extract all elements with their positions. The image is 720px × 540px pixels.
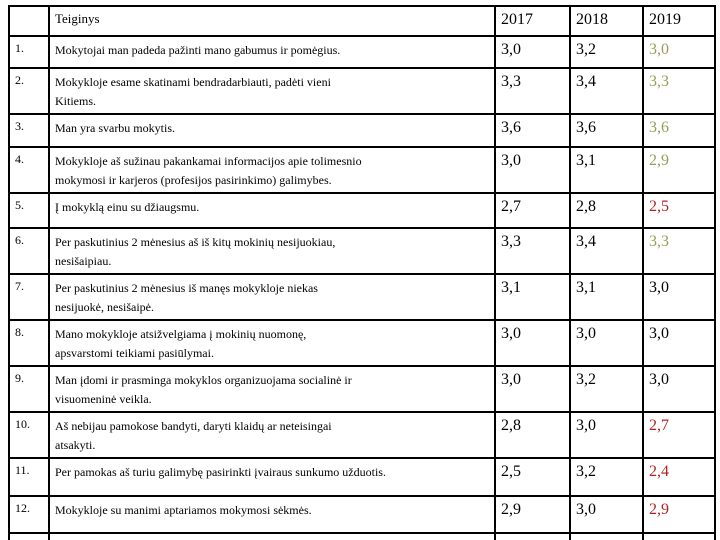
value-2019: 2,8 — [642, 532, 716, 540]
value-2018: 3,2 — [569, 35, 644, 69]
value-2017: 2,5 — [494, 457, 571, 497]
statement-cell: Aš nebijau pamokose bandyti, daryti klai… — [48, 411, 496, 459]
value-2017: 3,0 — [494, 365, 571, 413]
table-row: 3. Man yra svarbu mokytis. 3,6 3,6 3,6 — [8, 113, 716, 148]
table-row: 7. Per paskutinius 2 mėnesius iš manęs m… — [8, 273, 716, 321]
row-number: 4. — [8, 146, 50, 194]
value-2019: 3,6 — [642, 113, 716, 148]
statement-cell: Man yra svarbu mokytis. — [48, 113, 496, 148]
row-number: 9. — [8, 365, 50, 413]
statement-cell: Mano mokykloje atsižvelgiama į mokinių n… — [48, 319, 496, 367]
value-2019: 3,3 — [642, 67, 716, 115]
row-number: 11. — [8, 457, 50, 497]
statement-cell: Mokytojai man padeda pažinti mano gabumu… — [48, 35, 496, 69]
value-2018: 3,2 — [569, 457, 644, 497]
row-number: 6. — [8, 227, 50, 275]
value-2019: 3,3 — [642, 227, 716, 275]
row-number: 3. — [8, 113, 50, 148]
row-number: 1. — [8, 35, 50, 69]
value-2017: 3,0 — [494, 319, 571, 367]
value-2018: 3,6 — [569, 113, 644, 148]
row-number: 8. — [8, 319, 50, 367]
table-row: 11. Per pamokas aš turiu galimybę pasiri… — [8, 457, 716, 497]
table-row: 13. Su mokytoju planuojame mano mokymosi… — [8, 532, 716, 540]
header-statement: Teiginys — [48, 5, 496, 37]
row-number: 10. — [8, 411, 50, 459]
value-2018: 3,1 — [569, 146, 644, 194]
value-2017: 2,8 — [494, 411, 571, 459]
row-number: 5. — [8, 192, 50, 229]
value-2018: 2,8 — [569, 192, 644, 229]
value-2018: 3,0 — [569, 495, 644, 534]
table-row: 8. Mano mokykloje atsižvelgiama į mokini… — [8, 319, 716, 367]
value-2019: 3,0 — [642, 365, 716, 413]
row-number: 12. — [8, 495, 50, 534]
value-2017: 3,3 — [494, 227, 571, 275]
table-row: 2. Mokykloje esame skatinami bendradarbi… — [8, 67, 716, 115]
table-row: 1. Mokytojai man padeda pažinti mano gab… — [8, 35, 716, 69]
statement-cell: Man įdomi ir prasminga mokyklos organizu… — [48, 365, 496, 413]
table-row: 10. Aš nebijau pamokose bandyti, daryti … — [8, 411, 716, 459]
value-2019: 3,0 — [642, 273, 716, 321]
value-2019: 3,0 — [642, 319, 716, 367]
table-row: 5. Į mokyklą einu su džiaugsmu. 2,7 2,8 … — [8, 192, 716, 229]
value-2019: 2,5 — [642, 192, 716, 229]
value-2017: 2,9 — [494, 495, 571, 534]
value-2017: 3,0 — [494, 146, 571, 194]
row-number: 13. — [8, 532, 50, 540]
value-2017: 2,7 — [494, 192, 571, 229]
value-2019: 3,0 — [642, 35, 716, 69]
value-2017: 3,0 — [494, 35, 571, 69]
statement-cell: Su mokytoju planuojame mano mokymosi tik… — [48, 532, 496, 540]
value-2018: 2,9 — [569, 532, 644, 540]
header-number-cell — [8, 5, 50, 37]
value-2018: 3,4 — [569, 227, 644, 275]
value-2018: 3,0 — [569, 411, 644, 459]
header-year-2019: 2019 — [642, 5, 716, 37]
value-2019: 2,9 — [642, 146, 716, 194]
value-2017: 2,7 — [494, 532, 571, 540]
value-2017: 3,6 — [494, 113, 571, 148]
table-row: 9. Man įdomi ir prasminga mokyklos organ… — [8, 365, 716, 413]
statement-cell: Mokykloje su manimi aptariamos mokymosi … — [48, 495, 496, 534]
header-row: Teiginys 2017 2018 2019 — [8, 5, 716, 37]
statement-cell: Į mokyklą einu su džiaugsmu. — [48, 192, 496, 229]
statement-cell: Per paskutinius 2 mėnesius aš iš kitų mo… — [48, 227, 496, 275]
table-row: 4. Mokykloje aš sužinau pakankamai infor… — [8, 146, 716, 194]
header-year-2017: 2017 — [494, 5, 571, 37]
table-row: 12. Mokykloje su manimi aptariamos mokym… — [8, 495, 716, 534]
value-2019: 2,4 — [642, 457, 716, 497]
value-2017: 3,3 — [494, 67, 571, 115]
value-2019: 2,9 — [642, 495, 716, 534]
row-number: 7. — [8, 273, 50, 321]
value-2018: 3,2 — [569, 365, 644, 413]
row-number: 2. — [8, 67, 50, 115]
statement-cell: Mokykloje esame skatinami bendradarbiaut… — [48, 67, 496, 115]
value-2018: 3,4 — [569, 67, 644, 115]
statement-cell: Mokykloje aš sužinau pakankamai informac… — [48, 146, 496, 194]
table-row: 6. Per paskutinius 2 mėnesius aš iš kitų… — [8, 227, 716, 275]
value-2019: 2,7 — [642, 411, 716, 459]
survey-results-table: Teiginys 2017 2018 2019 1. Mokytojai man… — [8, 5, 716, 540]
value-2018: 3,0 — [569, 319, 644, 367]
statement-cell: Per paskutinius 2 mėnesius iš manęs moky… — [48, 273, 496, 321]
header-year-2018: 2018 — [569, 5, 644, 37]
value-2018: 3,1 — [569, 273, 644, 321]
value-2017: 3,1 — [494, 273, 571, 321]
statement-cell: Per pamokas aš turiu galimybę pasirinkti… — [48, 457, 496, 497]
